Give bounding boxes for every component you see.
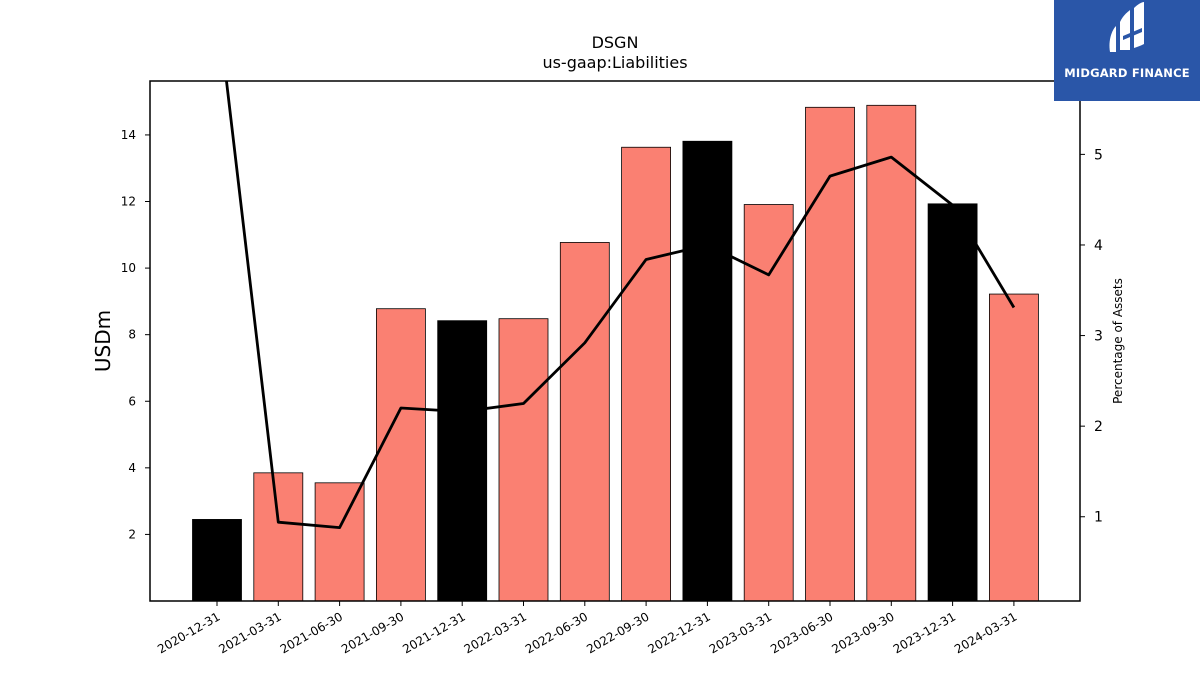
y-tick-label: 4 [128, 461, 136, 475]
bar-2023-12-31 [927, 203, 978, 602]
y-tick-label: 12 [121, 195, 136, 209]
y2-tick-label: 2 [1094, 419, 1103, 435]
y-tick-label: 8 [128, 328, 136, 342]
x-tick-label: 2021-03-31 [216, 609, 283, 656]
brand-logo: MIDGARD FINANCE [1054, 0, 1200, 101]
x-tick-label: 2021-12-31 [400, 609, 467, 656]
x-tick-label: 2023-12-31 [891, 609, 958, 656]
x-tick-label: 2022-12-31 [645, 609, 712, 656]
y-tick-label: 2 [128, 527, 136, 541]
bar-2020-12-31 [192, 519, 242, 602]
bar-2021-03-31 [253, 472, 304, 602]
y2-axis: 1 2 3 4 5 [1080, 147, 1103, 526]
bar-group [192, 104, 1039, 602]
logo-mark-icon [1109, 2, 1144, 52]
y-tick-label: 6 [128, 394, 136, 408]
bar-2022-03-31 [498, 318, 549, 602]
y2-tick-label: 1 [1094, 510, 1103, 526]
y-tick-label: 10 [121, 261, 136, 275]
bar-2023-06-30 [805, 106, 855, 602]
x-tick-label: 2023-09-30 [829, 609, 896, 656]
x-tick-label: 2022-03-31 [462, 609, 529, 656]
chart-subtitle: us-gaap:Liabilities [542, 53, 687, 72]
x-tick-label: 2021-09-30 [339, 609, 406, 656]
x-tick-label: 2022-09-30 [584, 609, 651, 656]
logo-text: MIDGARD FINANCE [1064, 66, 1190, 80]
x-tick-label: 2020-12-31 [155, 609, 222, 656]
series-line [225, 81, 1016, 530]
y2-tick-label: 3 [1094, 329, 1103, 345]
y-tick-label: 14 [121, 128, 136, 142]
x-tick-label: 2023-06-30 [768, 609, 835, 656]
x-axis: 2020-12-312021-03-312021-06-302021-09-30… [155, 601, 1019, 656]
plot-frame [149, 80, 1081, 602]
y2-tick-label: 5 [1094, 147, 1103, 163]
bar-2022-06-30 [559, 242, 610, 602]
bar-2022-12-31 [682, 140, 733, 602]
x-tick-label: 2021-06-30 [278, 609, 345, 656]
bar-2024-03-31 [989, 293, 1039, 602]
chart-title: DSGN [592, 33, 639, 52]
bar-2021-12-31 [437, 320, 488, 602]
y-axis-label: USDm [91, 310, 115, 372]
bar-2023-09-30 [866, 104, 917, 602]
bar-2021-06-30 [314, 482, 365, 602]
y2-axis-label: Percentage of Assets [1111, 278, 1125, 404]
bar-2023-03-31 [743, 204, 794, 602]
x-tick-label: 2022-06-30 [523, 609, 590, 656]
y2-tick-label: 4 [1094, 238, 1103, 254]
bar-2022-09-30 [621, 146, 671, 602]
bar-2021-09-30 [375, 308, 426, 602]
x-tick-label: 2023-03-31 [707, 609, 774, 656]
line-group [225, 81, 1016, 530]
x-tick-label: 2024-03-31 [952, 609, 1019, 656]
y-axis: 2 4 6 8 10 12 14 [121, 128, 150, 541]
